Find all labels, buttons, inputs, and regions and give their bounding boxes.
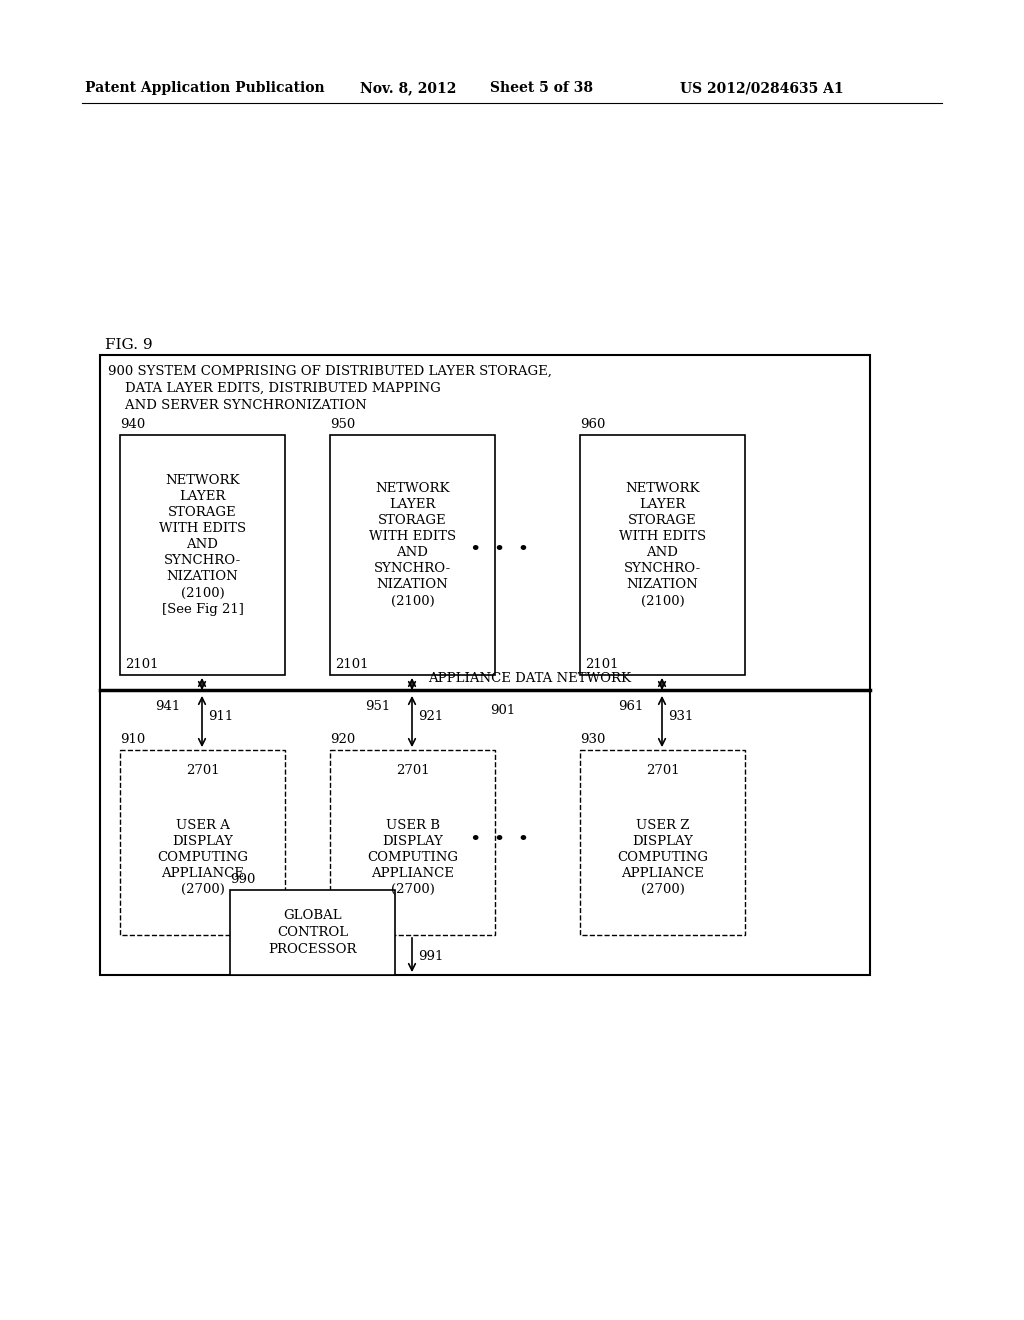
Text: NETWORK
LAYER
STORAGE
WITH EDITS
AND
SYNCHRO-
NIZATION
(2100): NETWORK LAYER STORAGE WITH EDITS AND SYN… <box>369 483 456 607</box>
Text: 940: 940 <box>120 418 145 432</box>
Text: 950: 950 <box>330 418 355 432</box>
Text: 930: 930 <box>580 733 605 746</box>
Bar <box>580 436 745 675</box>
Text: 900 SYSTEM COMPRISING OF DISTRIBUTED LAYER STORAGE,
    DATA LAYER EDITS, DISTRI: 900 SYSTEM COMPRISING OF DISTRIBUTED LAY… <box>108 366 552 412</box>
Text: 901: 901 <box>490 704 515 717</box>
Text: NETWORK
LAYER
STORAGE
WITH EDITS
AND
SYNCHRO-
NIZATION
(2100): NETWORK LAYER STORAGE WITH EDITS AND SYN… <box>618 483 707 607</box>
Text: Nov. 8, 2012: Nov. 8, 2012 <box>360 81 457 95</box>
Text: 2101: 2101 <box>585 657 618 671</box>
Text: 990: 990 <box>230 873 255 886</box>
Text: APPLIANCE DATA NETWORK: APPLIANCE DATA NETWORK <box>428 672 632 685</box>
Text: •  •  •: • • • <box>470 541 529 558</box>
Text: 941: 941 <box>155 700 180 713</box>
Text: FIG. 9: FIG. 9 <box>105 338 153 352</box>
Text: 931: 931 <box>668 710 693 723</box>
Text: USER B
DISPLAY
COMPUTING
APPLIANCE
(2700): USER B DISPLAY COMPUTING APPLIANCE (2700… <box>367 818 458 896</box>
Text: •  •  •: • • • <box>470 832 529 849</box>
Text: US 2012/0284635 A1: US 2012/0284635 A1 <box>680 81 844 95</box>
Text: 2101: 2101 <box>125 657 159 671</box>
Text: 921: 921 <box>418 710 443 723</box>
Text: 910: 910 <box>120 733 145 746</box>
Bar <box>230 890 395 975</box>
Bar <box>580 750 745 935</box>
Text: 2701: 2701 <box>646 764 679 777</box>
Text: Patent Application Publication: Patent Application Publication <box>85 81 325 95</box>
Bar <box>330 750 495 935</box>
Bar <box>120 436 285 675</box>
Text: USER Z
DISPLAY
COMPUTING
APPLIANCE
(2700): USER Z DISPLAY COMPUTING APPLIANCE (2700… <box>617 818 708 896</box>
Text: 951: 951 <box>365 700 390 713</box>
Text: GLOBAL
CONTROL
PROCESSOR: GLOBAL CONTROL PROCESSOR <box>268 909 356 956</box>
Text: NETWORK
LAYER
STORAGE
WITH EDITS
AND
SYNCHRO-
NIZATION
(2100)
[See Fig 21]: NETWORK LAYER STORAGE WITH EDITS AND SYN… <box>159 474 246 615</box>
Bar <box>120 750 285 935</box>
Text: 2701: 2701 <box>395 764 429 777</box>
Text: 2701: 2701 <box>185 764 219 777</box>
Bar <box>100 355 870 975</box>
Text: 2101: 2101 <box>335 657 369 671</box>
Text: 920: 920 <box>330 733 355 746</box>
Text: USER A
DISPLAY
COMPUTING
APPLIANCE
(2700): USER A DISPLAY COMPUTING APPLIANCE (2700… <box>157 818 248 896</box>
Text: 991: 991 <box>418 950 443 964</box>
Text: 961: 961 <box>618 700 643 713</box>
Text: 911: 911 <box>208 710 233 723</box>
Bar <box>330 436 495 675</box>
Text: 960: 960 <box>580 418 605 432</box>
Text: Sheet 5 of 38: Sheet 5 of 38 <box>490 81 593 95</box>
